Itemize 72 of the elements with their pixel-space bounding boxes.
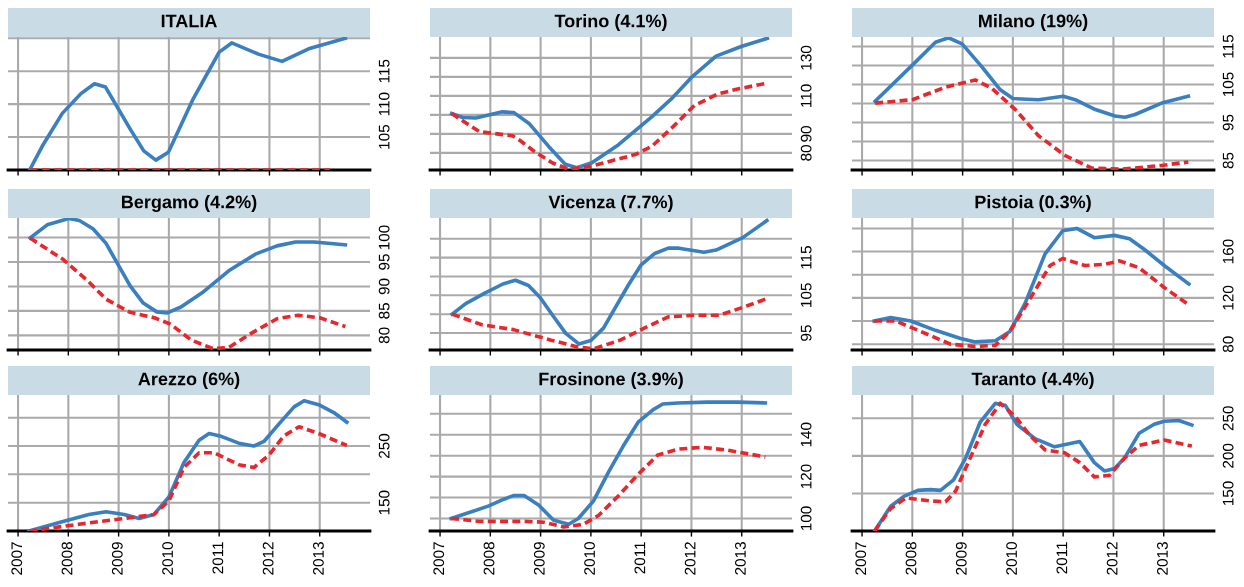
chart-title: Bergamo (4.2%) <box>121 195 257 212</box>
y-tick-label: 250 <box>378 433 390 458</box>
y-tick-label: 150 <box>1222 481 1234 506</box>
line-series <box>27 424 349 531</box>
y-tick-label: 130 <box>800 45 812 70</box>
y-tick-label: 150 <box>378 490 390 515</box>
y-tick-label: 115 <box>800 246 812 269</box>
y-tick-label: 90 <box>378 278 390 295</box>
x-tick-label: 2012 <box>262 542 274 575</box>
chart-title: Arezzo (6%) <box>138 372 240 389</box>
line-series <box>873 37 1191 119</box>
x-tick-label: 2013 <box>735 542 746 575</box>
y-tick-label: 90 <box>800 126 812 142</box>
line-series <box>27 37 348 170</box>
x-tick-label: 2007 <box>855 542 867 575</box>
x-tick-label: 2010 <box>584 542 595 575</box>
x-tick-label: 2010 <box>1006 542 1017 575</box>
x-tick-label: 2007 <box>11 542 23 575</box>
y-tick-label: 110 <box>800 84 812 107</box>
x-tick-label: 2007 <box>433 542 445 575</box>
y-tick-label: 80 <box>378 327 390 344</box>
x-tick-label: 2008 <box>905 542 917 575</box>
line-series <box>450 218 769 346</box>
chart-title: Frosinone (3.9%) <box>539 372 683 389</box>
chart-title: Taranto (4.4%) <box>971 372 1094 389</box>
line-series <box>449 37 770 170</box>
y-tick-label: 115 <box>1222 34 1234 58</box>
x-tick-label: 2012 <box>684 542 696 575</box>
y-tick-label: 85 <box>1222 152 1234 169</box>
y-tick-label: 110 <box>378 92 390 116</box>
chart-title: Torino (4.1%) <box>554 14 667 31</box>
x-tick-label: 2011 <box>634 542 646 574</box>
y-tick-label: 115 <box>378 59 390 83</box>
y-tick-label: 140 <box>800 422 812 447</box>
x-tick-label: 2009 <box>111 542 123 575</box>
y-tick-label: 105 <box>800 283 812 307</box>
line-series <box>872 226 1191 344</box>
y-tick-label: 120 <box>800 464 812 489</box>
y-tick-label: 80 <box>800 145 812 161</box>
y-tick-label: 95 <box>378 254 390 270</box>
y-tick-label: 95 <box>1222 114 1234 131</box>
chart-title: Milano (19%) <box>979 14 1088 31</box>
x-tick-label: 2008 <box>61 542 73 575</box>
x-tick-label: 2008 <box>483 542 495 575</box>
chart-title: Vicenza (7.7%) <box>548 195 673 212</box>
y-tick-label: 100 <box>800 506 812 531</box>
y-tick-label: 200 <box>1222 443 1234 468</box>
y-tick-label: 105 <box>378 124 390 149</box>
line-series <box>449 445 768 529</box>
line-series <box>873 78 1191 170</box>
y-tick-label: 80 <box>1222 336 1234 353</box>
y-tick-label: 120 <box>1222 285 1234 310</box>
x-tick-label: 2013 <box>313 542 324 575</box>
line-series <box>28 218 348 315</box>
y-tick-label: 100 <box>378 225 390 250</box>
line-series <box>450 296 769 350</box>
x-tick-label: 2013 <box>1157 542 1168 575</box>
y-tick-label: 95 <box>800 325 812 341</box>
y-tick-label: 160 <box>1222 239 1234 264</box>
line-series <box>28 236 348 350</box>
y-tick-label: 85 <box>378 303 390 319</box>
x-tick-label: 2012 <box>1106 542 1118 575</box>
chart-title: ITALIA <box>161 14 217 28</box>
x-tick-label: 2010 <box>162 542 173 575</box>
chart-title: Pistoia (0.3%) <box>975 195 1091 212</box>
y-tick-label: 250 <box>1222 406 1234 431</box>
y-tick-label: 105 <box>1222 72 1234 97</box>
line-series <box>449 400 768 527</box>
x-tick-label: 2011 <box>1056 542 1068 574</box>
x-tick-label: 2011 <box>212 542 224 574</box>
x-tick-label: 2009 <box>533 542 545 575</box>
x-tick-label: 2009 <box>955 542 967 575</box>
